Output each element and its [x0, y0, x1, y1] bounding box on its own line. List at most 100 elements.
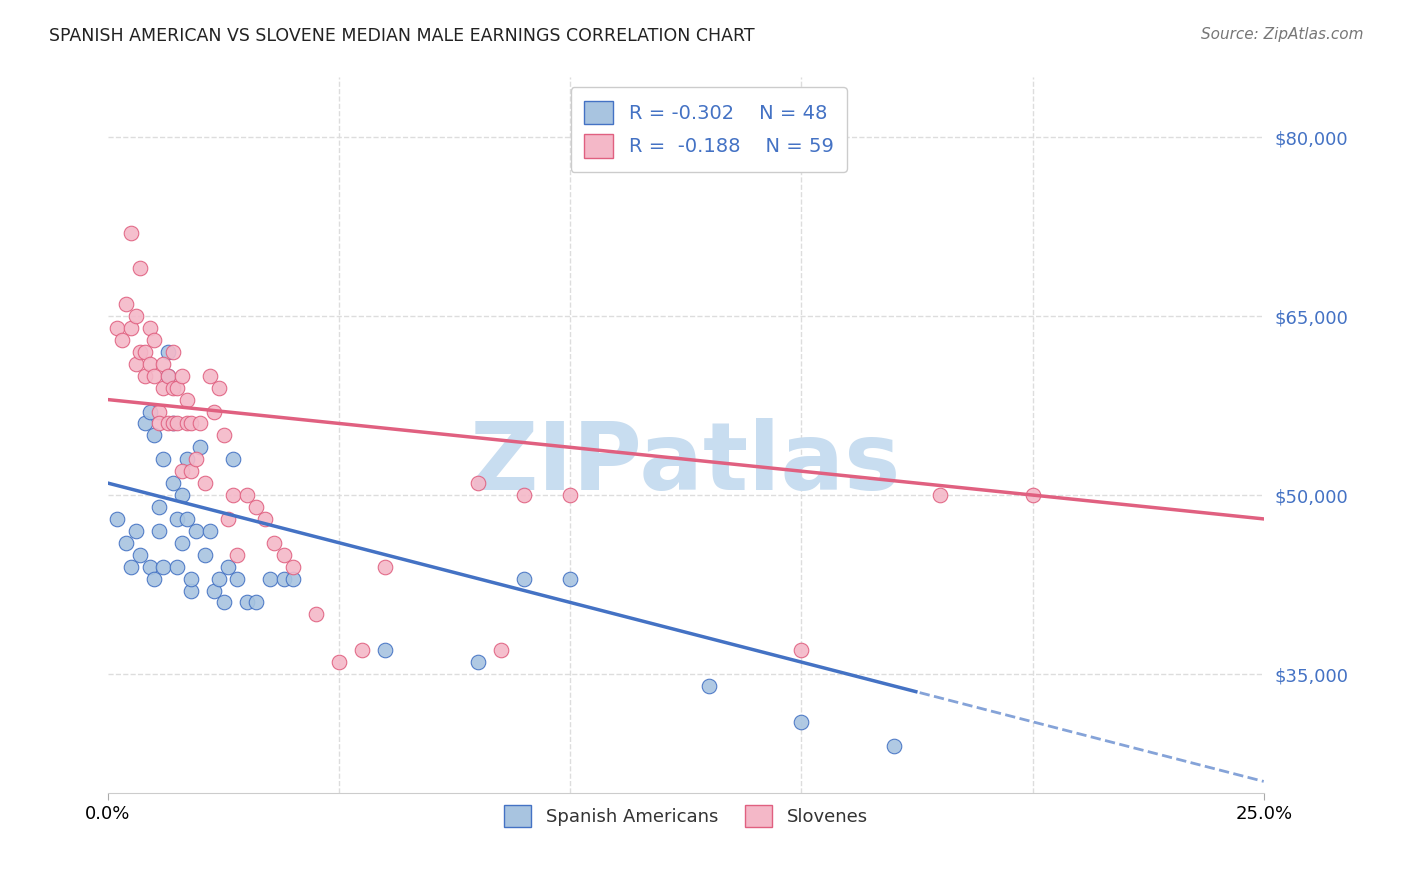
Point	[208, 381, 231, 395]
Point	[115, 535, 138, 549]
Point	[190, 440, 212, 454]
Point	[166, 559, 188, 574]
Point	[120, 321, 142, 335]
Point	[513, 572, 536, 586]
Point	[152, 452, 174, 467]
Text: SPANISH AMERICAN VS SLOVENE MEDIAN MALE EARNINGS CORRELATION CHART: SPANISH AMERICAN VS SLOVENE MEDIAN MALE …	[49, 27, 755, 45]
Point	[198, 524, 221, 538]
Point	[170, 488, 193, 502]
Point	[180, 583, 202, 598]
Point	[180, 572, 202, 586]
Point	[259, 572, 281, 586]
Point	[790, 643, 813, 657]
Point	[217, 559, 239, 574]
Point	[105, 512, 128, 526]
Point	[328, 655, 350, 669]
Point	[226, 548, 249, 562]
Point	[281, 559, 304, 574]
Point	[208, 572, 231, 586]
Point	[134, 417, 156, 431]
Point	[883, 739, 905, 753]
Point	[148, 404, 170, 418]
Point	[245, 595, 267, 609]
Point	[305, 607, 328, 622]
Point	[162, 344, 184, 359]
Point	[560, 488, 582, 502]
Point	[273, 548, 295, 562]
Point	[166, 381, 188, 395]
Point	[184, 452, 207, 467]
Point	[162, 417, 184, 431]
Point	[170, 368, 193, 383]
Point	[202, 404, 225, 418]
Point	[180, 464, 202, 478]
Point	[120, 226, 142, 240]
Point	[467, 476, 489, 491]
Point	[212, 428, 235, 442]
Point	[194, 476, 217, 491]
Point	[105, 321, 128, 335]
Point	[198, 368, 221, 383]
Point	[125, 524, 148, 538]
Point	[120, 559, 142, 574]
Point	[226, 572, 249, 586]
Point	[176, 392, 198, 407]
Point	[143, 368, 166, 383]
Point	[143, 428, 166, 442]
Point	[148, 524, 170, 538]
Point	[184, 524, 207, 538]
Point	[263, 535, 285, 549]
Point	[125, 357, 148, 371]
Point	[374, 559, 396, 574]
Point	[212, 595, 235, 609]
Point	[176, 452, 198, 467]
Point	[194, 548, 217, 562]
Point	[166, 417, 188, 431]
Point	[157, 368, 180, 383]
Point	[125, 309, 148, 323]
Text: Source: ZipAtlas.com: Source: ZipAtlas.com	[1201, 27, 1364, 42]
Text: ZIPatlas: ZIPatlas	[470, 418, 901, 510]
Point	[929, 488, 952, 502]
Point	[143, 333, 166, 347]
Point	[138, 357, 160, 371]
Point	[138, 321, 160, 335]
Point	[152, 357, 174, 371]
Point	[176, 417, 198, 431]
Point	[152, 559, 174, 574]
Point	[374, 643, 396, 657]
Point	[222, 488, 245, 502]
Point	[162, 476, 184, 491]
Point	[697, 679, 720, 693]
Point	[143, 572, 166, 586]
Point	[115, 297, 138, 311]
Point	[170, 535, 193, 549]
Point	[134, 344, 156, 359]
Point	[170, 464, 193, 478]
Point	[217, 512, 239, 526]
Point	[148, 417, 170, 431]
Point	[157, 368, 180, 383]
Point	[138, 404, 160, 418]
Point	[513, 488, 536, 502]
Point	[235, 595, 257, 609]
Point	[489, 643, 512, 657]
Point	[245, 500, 267, 514]
Point	[273, 572, 295, 586]
Point	[1021, 488, 1043, 502]
Point	[111, 333, 134, 347]
Point	[157, 417, 180, 431]
Point	[148, 500, 170, 514]
Point	[281, 572, 304, 586]
Point	[129, 261, 152, 276]
Point	[467, 655, 489, 669]
Point	[560, 572, 582, 586]
Point	[129, 548, 152, 562]
Point	[190, 417, 212, 431]
Point	[166, 512, 188, 526]
Point	[162, 381, 184, 395]
Point	[352, 643, 374, 657]
Point	[129, 344, 152, 359]
Point	[254, 512, 277, 526]
Point	[202, 583, 225, 598]
